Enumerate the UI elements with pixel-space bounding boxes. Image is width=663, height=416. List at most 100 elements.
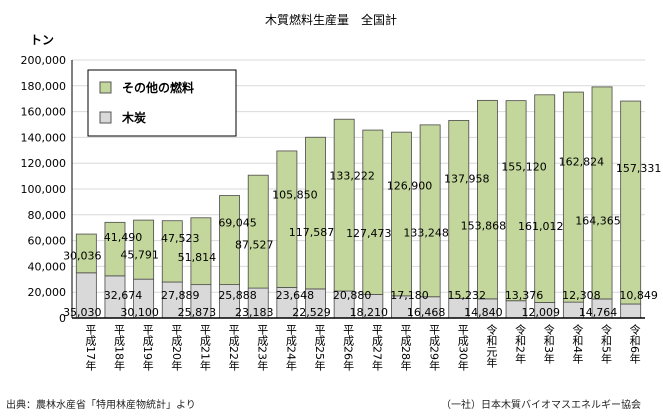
data-label-other-fuel: 45,791 xyxy=(120,248,159,261)
bar-other-fuel xyxy=(362,129,384,295)
data-label-other-fuel: 117,587 xyxy=(289,226,335,239)
data-label-other-fuel: 155,120 xyxy=(501,161,547,174)
bar-other-fuel xyxy=(161,220,183,283)
data-label-other-fuel: 162,824 xyxy=(559,156,605,169)
data-label-charcoal: 25,873 xyxy=(178,306,217,319)
bar-other-fuel xyxy=(247,174,269,289)
bar-other-fuel xyxy=(75,233,97,274)
bar-other-fuel xyxy=(190,217,212,286)
y-axis-unit: トン xyxy=(30,33,54,47)
legend-label-charcoal: 木炭 xyxy=(121,110,146,125)
y-tick-label: 20,000 xyxy=(28,286,67,299)
y-tick-label: 200,000 xyxy=(21,54,67,67)
data-label-other-fuel: 161,012 xyxy=(518,220,564,233)
y-tick-label: 160,000 xyxy=(21,106,67,119)
data-label-charcoal: 13,376 xyxy=(505,289,544,302)
bar-other-fuel xyxy=(419,124,441,298)
legend-swatch-charcoal xyxy=(99,111,112,124)
x-tick-label: 令和6年 xyxy=(628,323,641,364)
x-tick-label: 令和元年 xyxy=(485,323,498,368)
data-label-charcoal: 23,183 xyxy=(235,306,274,319)
data-label-charcoal: 32,674 xyxy=(104,289,143,302)
x-tick-label: 平成29年 xyxy=(428,324,441,371)
x-tick-label: 平成19年 xyxy=(141,324,154,371)
data-label-other-fuel: 157,331 xyxy=(616,162,662,175)
data-label-other-fuel: 153,868 xyxy=(461,219,507,232)
x-tick-label: 平成23年 xyxy=(256,324,269,371)
chart-title: 木質燃料生産量 全国計 xyxy=(265,12,397,27)
x-tick-label: 平成26年 xyxy=(342,324,355,371)
data-label-other-fuel: 133,248 xyxy=(403,227,449,240)
data-label-charcoal: 17,180 xyxy=(390,289,429,302)
data-label-other-fuel: 137,958 xyxy=(444,173,490,186)
x-tick-label: 平成28年 xyxy=(399,324,412,371)
bar-charcoal xyxy=(620,303,642,319)
bar-other-fuel xyxy=(562,91,584,303)
data-label-charcoal: 16,468 xyxy=(407,306,446,319)
y-tick-label: 80,000 xyxy=(28,209,67,222)
x-tick-label: 平成21年 xyxy=(198,324,211,371)
legend: その他の燃料 木炭 xyxy=(87,69,237,137)
x-tick-label: 平成22年 xyxy=(227,324,240,371)
data-label-charcoal: 12,308 xyxy=(562,289,601,302)
bar-other-fuel xyxy=(391,131,412,297)
bar-other-fuel xyxy=(219,195,241,286)
bar-other-fuel xyxy=(476,99,498,300)
x-tick-label: 令和3年 xyxy=(542,323,555,364)
x-tick-label: 平成18年 xyxy=(112,324,125,371)
bar-other-fuel xyxy=(133,219,155,280)
x-tick-label: 平成30年 xyxy=(456,324,469,371)
data-label-other-fuel: 30,036 xyxy=(63,249,102,262)
x-tick-label: 令和5年 xyxy=(600,323,613,364)
data-label-other-fuel: 41,490 xyxy=(104,231,143,244)
data-label-other-fuel: 126,900 xyxy=(387,179,433,192)
bar-other-fuel xyxy=(276,150,298,288)
data-label-charcoal: 14,840 xyxy=(464,306,503,319)
data-label-charcoal: 35,030 xyxy=(63,306,102,319)
y-tick-label: 60,000 xyxy=(28,235,67,248)
data-label-charcoal: 10,849 xyxy=(619,289,658,302)
data-label-other-fuel: 51,814 xyxy=(178,251,217,264)
bar-other-fuel xyxy=(448,119,470,299)
bar-other-fuel xyxy=(591,86,613,300)
credit-note: （一社）日本木質バイオマスエネルギー協会 xyxy=(441,400,641,411)
bar-other-fuel xyxy=(104,221,126,277)
y-tick-label: 140,000 xyxy=(21,131,67,144)
x-tick-label: 平成24年 xyxy=(284,324,297,371)
x-tick-label: 平成27年 xyxy=(370,324,383,371)
data-label-other-fuel: 47,523 xyxy=(161,232,200,245)
bar-other-fuel xyxy=(620,100,642,305)
y-tick-label: 40,000 xyxy=(28,260,67,273)
data-label-charcoal: 25,888 xyxy=(218,289,257,302)
data-label-other-fuel: 127,473 xyxy=(346,227,392,240)
x-tick-label: 令和2年 xyxy=(514,323,527,364)
legend-label-other-fuel: その他の燃料 xyxy=(122,80,194,95)
data-label-charcoal: 15,232 xyxy=(448,289,487,302)
data-label-other-fuel: 164,365 xyxy=(575,215,621,228)
data-label-other-fuel: 69,045 xyxy=(218,217,257,230)
data-label-charcoal: 12,009 xyxy=(521,306,560,319)
x-tick-label: 平成17年 xyxy=(84,324,97,371)
data-label-charcoal: 18,210 xyxy=(350,306,389,319)
legend-swatch-other-fuel xyxy=(99,81,112,94)
data-label-other-fuel: 105,850 xyxy=(272,189,318,202)
x-tick-label: 令和4年 xyxy=(571,323,584,364)
x-tick-label: 平成25年 xyxy=(313,324,326,371)
bar-other-fuel xyxy=(305,136,326,290)
data-label-charcoal: 20,880 xyxy=(333,289,372,302)
data-label-other-fuel: 133,222 xyxy=(329,169,375,182)
y-tick-label: 120,000 xyxy=(21,157,67,170)
y-tick-label: 100,000 xyxy=(21,183,67,196)
y-tick-label: 0 xyxy=(59,312,66,325)
data-label-charcoal: 23,648 xyxy=(276,289,315,302)
bar-other-fuel xyxy=(505,100,527,302)
x-tick-label: 平成20年 xyxy=(170,324,183,371)
data-label-charcoal: 27,889 xyxy=(161,289,200,302)
source-note: 出典：農林水産省「特用林産物統計」より xyxy=(6,400,196,411)
data-label-charcoal: 30,100 xyxy=(120,306,159,319)
bar-other-fuel xyxy=(534,94,556,303)
bar-other-fuel xyxy=(333,118,355,292)
data-label-other-fuel: 87,527 xyxy=(235,239,274,252)
y-tick-label: 180,000 xyxy=(21,80,67,93)
